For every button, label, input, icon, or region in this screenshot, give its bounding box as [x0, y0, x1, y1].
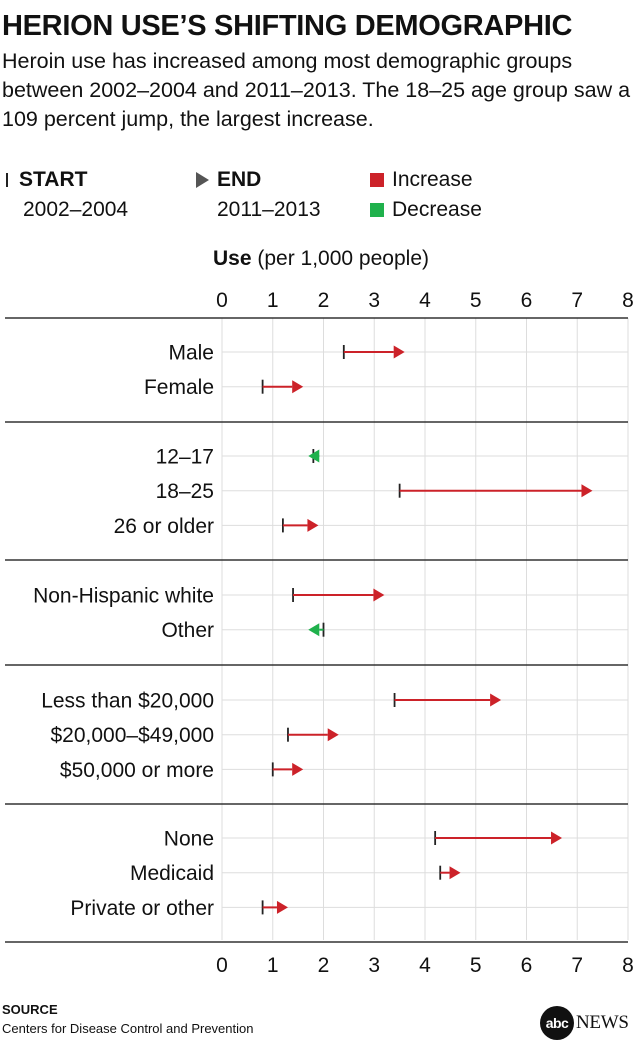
chart-plot: 0 0 1 1 2 2 3 3 4 4 5 5 6 6 7 7 8 8 Male Female 12–17 18–25 26… — [5, 289, 634, 977]
abc-logo-circle: abc — [540, 1006, 574, 1040]
end-arrow-head — [490, 693, 502, 707]
legend-end: END 2011–2013 — [196, 165, 321, 225]
source-text: Centers for Disease Control and Preventi… — [2, 1021, 254, 1036]
x-tick-label-top-3: 3 — [368, 289, 380, 312]
end-arrow-head — [581, 484, 593, 498]
x-tick-label-top-4: 4 — [419, 289, 431, 312]
end-arrow-head — [327, 728, 339, 742]
x-tick-label-top-7: 7 — [571, 289, 583, 312]
end-arrow-head — [276, 900, 288, 914]
x-tick-label-top-1: 1 — [267, 289, 279, 312]
row-label: $20,000–$49,000 — [51, 724, 215, 747]
legend-start-period: 2002–2004 — [23, 198, 129, 221]
x-tick-label-bottom-0: 0 — [216, 954, 228, 977]
axis-title-bold: Use — [213, 247, 252, 270]
end-arrow-head — [307, 518, 319, 532]
row-label: Private or other — [70, 897, 214, 920]
x-tick-label-bottom-7: 7 — [571, 954, 583, 977]
axis-title-unit: (per 1,000 people) — [251, 247, 429, 270]
row-label: 18–25 — [156, 480, 214, 503]
end-arrow-head — [449, 866, 461, 880]
legend-end-label: END — [217, 168, 262, 191]
start-marker-icon — [6, 173, 8, 187]
x-tick-label-top-0: 0 — [216, 289, 228, 312]
abc-news-logo: abc NEWS — [540, 1006, 629, 1040]
legend-increase: Increase — [370, 165, 473, 195]
row-label: Male — [168, 342, 214, 365]
increase-swatch-icon — [370, 173, 384, 187]
x-tick-label-top-2: 2 — [318, 289, 330, 312]
end-arrow-head — [308, 449, 320, 463]
row-label: Medicaid — [130, 862, 214, 885]
x-tick-label-bottom-1: 1 — [267, 954, 279, 977]
row-label: 12–17 — [156, 446, 214, 469]
logo-news-word: NEWS — [576, 1012, 629, 1033]
row-label: 26 or older — [114, 515, 214, 538]
x-tick-label-bottom-5: 5 — [470, 954, 482, 977]
chart-subtitle: Heroin use has increased among most demo… — [2, 49, 631, 131]
end-arrow-head — [373, 588, 385, 602]
end-arrow-icon — [196, 172, 209, 188]
x-tick-label-bottom-3: 3 — [368, 954, 380, 977]
x-tick-label-top-5: 5 — [470, 289, 482, 312]
x-tick-label-bottom-2: 2 — [318, 954, 330, 977]
end-arrow-head — [308, 623, 320, 637]
legend-start-label: START — [19, 168, 88, 191]
end-arrow-head — [551, 831, 563, 845]
row-label: Other — [161, 619, 214, 642]
x-tick-label-bottom-4: 4 — [419, 954, 431, 977]
end-arrow-head — [393, 345, 405, 359]
decrease-swatch-icon — [370, 203, 384, 217]
end-arrow-head — [292, 762, 304, 776]
chart-title: HERION USE’S SHIFTING DEMOGRAPHIC — [2, 10, 573, 42]
source-heading: SOURCE — [2, 1002, 58, 1017]
x-tick-label-top-6: 6 — [521, 289, 533, 312]
x-tick-label-bottom-8: 8 — [622, 954, 634, 977]
legend-start: START 2002–2004 — [0, 165, 128, 225]
x-tick-label-bottom-6: 6 — [521, 954, 533, 977]
legend-end-period: 2011–2013 — [217, 198, 321, 221]
legend-decrease: Decrease — [370, 195, 482, 225]
row-label: Less than $20,000 — [41, 690, 214, 713]
row-label: Female — [144, 376, 214, 399]
legend-decrease-label: Decrease — [392, 198, 482, 221]
row-label: None — [164, 828, 214, 851]
axis-title: Use (per 1,000 people) — [213, 247, 429, 271]
end-arrow-head — [292, 380, 304, 394]
legend-increase-label: Increase — [392, 168, 473, 191]
row-label: $50,000 or more — [60, 759, 214, 782]
row-label: Non-Hispanic white — [33, 585, 214, 608]
x-tick-label-top-8: 8 — [622, 289, 634, 312]
